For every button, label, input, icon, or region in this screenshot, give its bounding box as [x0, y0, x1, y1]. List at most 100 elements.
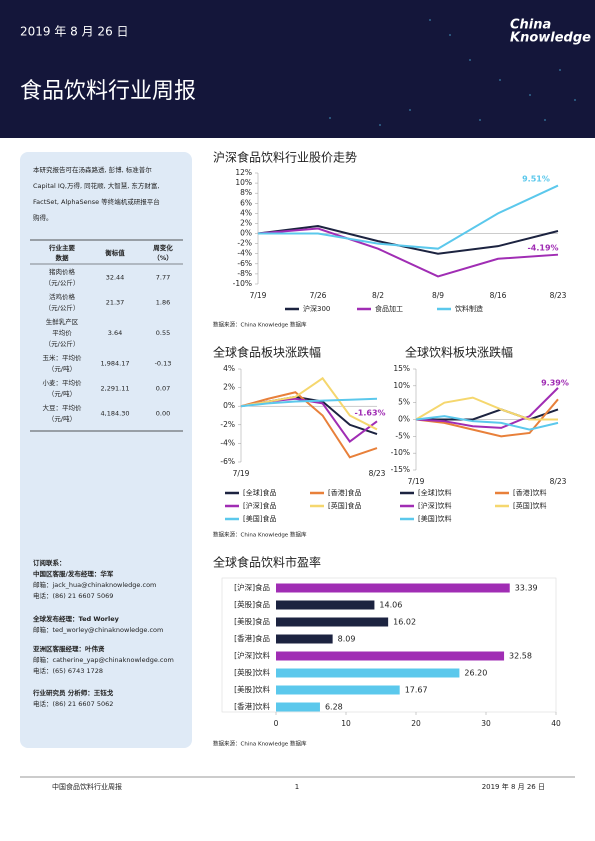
table-header: 衡标值	[105, 248, 125, 257]
x-tick-label: 7/19	[250, 291, 267, 300]
x-tick-label: 10	[341, 719, 351, 728]
contact-line: 邮箱：ted_worley@chinaknowledge.com	[33, 625, 163, 634]
category-label: [沪深]食品	[234, 582, 270, 592]
plot-frame	[221, 577, 557, 713]
row-label: （元/吨）	[48, 414, 76, 423]
series-line	[415, 415, 559, 431]
x-tick-label: 0	[274, 719, 279, 728]
legend-label: [沪深]食品	[243, 501, 276, 510]
row-label: （元/公斤）	[45, 303, 80, 312]
bar	[276, 685, 400, 695]
y-tick-label: 0%	[223, 401, 235, 410]
y-tick-label: 4%	[240, 208, 252, 217]
x-tick-label: 8/23	[369, 469, 386, 478]
x-tick-label: 7/19	[408, 477, 425, 486]
intro-line: 购得。	[33, 213, 53, 222]
logo: Knowledge	[510, 31, 591, 46]
value-label: 8.09	[338, 635, 356, 644]
value-label: 32.58	[509, 652, 532, 661]
y-tick-label: 8%	[240, 188, 252, 197]
annotation: 9.39%	[541, 379, 569, 388]
y-tick-label: 4%	[223, 364, 235, 373]
chart-title: 沪深食品饮料行业股价走势	[213, 150, 357, 165]
bar	[276, 634, 333, 644]
legend-label: 沪深300	[303, 304, 330, 313]
x-tick-label: 8/16	[490, 291, 507, 300]
contact-heading: 行业研究员 分析师：王钰戈	[32, 688, 114, 697]
source: 数据来源：China Knowledge 数据库	[213, 740, 307, 748]
x-tick-label: 40	[551, 719, 561, 728]
x-tick-label: 8/23	[550, 291, 567, 300]
legend-label: [英国]饮料	[513, 501, 546, 510]
table-header: （%）	[153, 254, 173, 262]
category-label: [沪深]饮料	[234, 650, 270, 660]
category-label: [美股]饮料	[234, 684, 270, 694]
row-label: 猪肉价格	[49, 267, 76, 276]
series-line	[240, 391, 378, 459]
y-tick-label: -4%	[237, 249, 252, 258]
footer-right: 2019 年 8 月 26 日	[482, 782, 545, 791]
series-line	[257, 224, 559, 255]
y-tick-label: 12%	[235, 168, 252, 177]
report-title: 食品饮料行业周报	[20, 79, 196, 104]
row-label: （元/吨）	[48, 389, 76, 398]
y-tick-label: 5%	[398, 398, 410, 407]
category-label: [英股]饮料	[234, 667, 270, 677]
y-tick-label: -15%	[391, 465, 410, 474]
chart-title: 全球食品饮料市盈率	[213, 555, 321, 570]
sidebar	[20, 152, 192, 748]
legend-label: [香港]饮料	[513, 488, 546, 497]
annotation: 9.51%	[522, 175, 550, 184]
row-value: 2,291.11	[101, 385, 130, 393]
intro-line: Capital IQ,万得, 同花顺, 大智慧, 东方财富,	[33, 181, 159, 190]
row-label: （元/公斤）	[45, 278, 80, 287]
footer-left: 中国食品饮料行业周报	[52, 782, 122, 791]
bar	[276, 583, 510, 593]
page-number: 1	[295, 783, 299, 791]
annotation: -4.19%	[527, 244, 558, 253]
row-change: 0.00	[156, 410, 170, 418]
date: 2019 年 8 月 26 日	[20, 25, 129, 39]
category-label: [香港]食品	[234, 633, 270, 643]
row-label: 小麦：平均价	[43, 378, 83, 387]
y-tick-label: 10%	[235, 178, 252, 187]
value-label: 17.67	[405, 686, 428, 695]
y-tick-label: 0%	[398, 415, 410, 424]
category-label: [美股]食品	[234, 616, 270, 626]
value-label: 16.02	[393, 618, 416, 627]
legend-label: 食品加工	[375, 304, 403, 313]
y-tick-label: -8%	[237, 269, 252, 278]
contacts-title: 订阅联系：	[33, 558, 66, 567]
y-tick-label: -10%	[391, 448, 410, 457]
x-tick-label: 8/2	[372, 291, 384, 300]
x-tick-label: 30	[481, 719, 491, 728]
row-label: 生鲜乳产区	[46, 317, 79, 326]
series-line	[416, 408, 559, 421]
contact-heading: 中国区客服/发布经理：华军	[33, 569, 114, 578]
legend-label: [美国]食品	[243, 514, 276, 523]
y-tick-label: 0%	[240, 229, 252, 238]
x-tick-label: 7/19	[233, 469, 250, 478]
y-tick-label: -5%	[395, 431, 410, 440]
row-change: 0.07	[156, 385, 170, 393]
x-tick-label: 8/23	[550, 477, 567, 486]
series-line	[240, 397, 378, 408]
source: 数据来源：China Knowledge 数据库	[213, 531, 307, 539]
row-change: 7.77	[156, 274, 170, 282]
contact-heading: 亚洲区客服经理：叶伟贤	[33, 644, 105, 653]
y-tick-label: -10%	[233, 279, 252, 288]
row-value: 32.44	[106, 274, 125, 282]
series-line	[258, 184, 559, 250]
chart-title: 全球饮料板块涨跌幅	[405, 345, 513, 360]
category-label: [英股]食品	[234, 599, 270, 609]
row-label: （元/公斤）	[45, 339, 80, 348]
y-tick-label: 2%	[223, 383, 235, 392]
bar	[276, 600, 375, 610]
row-label: 玉米：平均价	[43, 353, 83, 362]
contact-heading: 全球发布经理：Ted Worley	[32, 614, 120, 623]
chart-title: 全球食品板块涨跌幅	[213, 345, 321, 360]
bar	[276, 702, 320, 712]
y-tick-label: -4%	[220, 438, 235, 447]
row-label: （元/吨）	[48, 364, 76, 373]
